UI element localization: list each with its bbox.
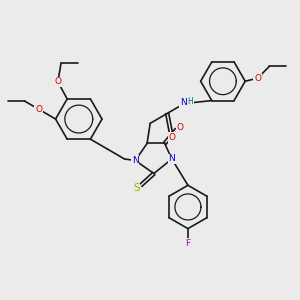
Text: H: H (187, 97, 193, 106)
Text: O: O (254, 74, 261, 83)
Text: F: F (185, 239, 190, 248)
Text: O: O (169, 133, 176, 142)
Text: O: O (35, 105, 42, 114)
Text: N: N (180, 98, 187, 107)
Text: O: O (177, 123, 184, 132)
Text: N: N (169, 154, 175, 164)
Text: N: N (132, 156, 139, 165)
Text: S: S (133, 183, 140, 194)
Text: O: O (54, 77, 61, 86)
